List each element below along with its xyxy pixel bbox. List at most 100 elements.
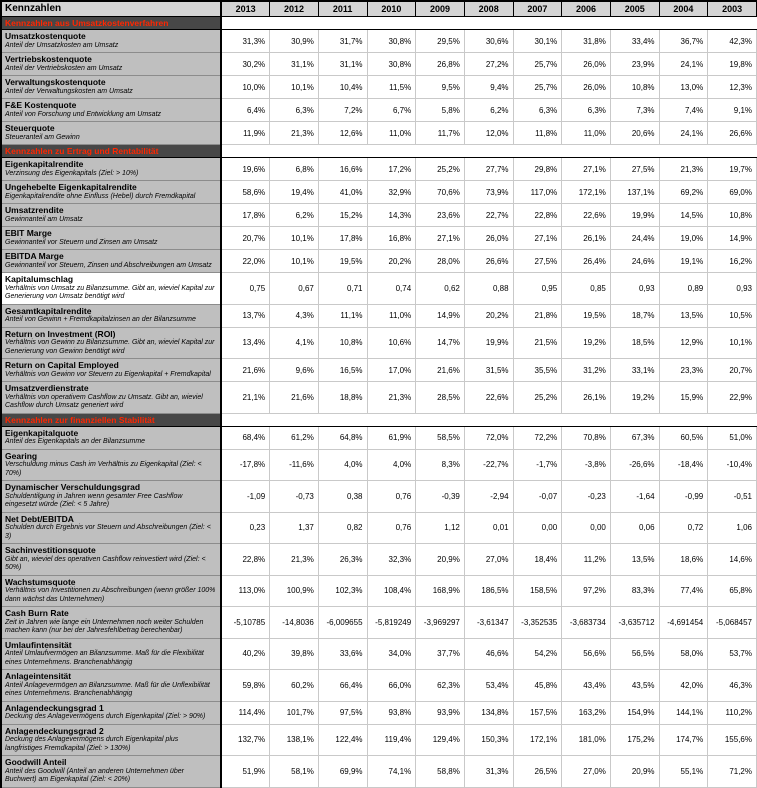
value-cell[interactable]: 74,1% [366, 755, 417, 788]
metric-name-cell[interactable]: Umsatzkostenquote Anteil der Umsatzkosten… [1, 29, 222, 53]
year-header-cell[interactable]: 2006 [561, 0, 611, 17]
value-cell[interactable]: 21,6% [220, 358, 271, 382]
metric-name-cell[interactable]: Wachstumsquote Verhältnis von Investition… [1, 575, 222, 607]
value-cell[interactable]: 119,4% [366, 723, 417, 756]
value-cell[interactable]: 36,7% [658, 29, 709, 53]
year-header-cell[interactable]: 2003 [707, 0, 757, 17]
value-cell[interactable]: 23,6% [415, 203, 465, 227]
value-cell[interactable]: 27,5% [609, 157, 660, 181]
value-cell[interactable]: 132,7% [220, 723, 271, 756]
value-cell[interactable]: -5,10785 [220, 606, 271, 639]
value-cell[interactable]: 11,8% [512, 121, 563, 145]
value-cell[interactable]: 174,7% [658, 723, 709, 756]
value-cell[interactable]: 4,3% [269, 303, 319, 328]
value-cell[interactable]: -0,99 [658, 480, 709, 513]
value-cell[interactable]: 7,4% [658, 98, 709, 122]
value-cell[interactable]: 25,2% [415, 157, 465, 181]
value-cell[interactable]: -5,068457 [707, 606, 757, 639]
value-cell[interactable]: 150,3% [463, 723, 514, 756]
value-cell[interactable]: 19,9% [463, 326, 514, 359]
value-cell[interactable]: 19,2% [561, 326, 611, 359]
value-cell[interactable]: -0,07 [512, 480, 563, 513]
value-cell[interactable]: 12,6% [317, 121, 368, 145]
value-cell[interactable]: 46,3% [707, 669, 757, 702]
value-cell[interactable]: 27,1% [561, 157, 611, 181]
value-cell[interactable]: 35,5% [512, 358, 563, 382]
value-cell[interactable]: 31,7% [317, 29, 368, 53]
metric-name-cell[interactable]: EBIT Marge Gewinnanteil vor Steuern und Z… [1, 226, 222, 250]
value-cell[interactable]: 67,3% [609, 425, 660, 450]
metric-name-cell[interactable]: Eigenkapitalquote Anteil des Eigenkapital… [1, 426, 222, 450]
value-cell[interactable]: 102,3% [317, 574, 368, 607]
value-cell[interactable]: 31,1% [317, 52, 368, 76]
value-cell[interactable]: 19,8% [707, 52, 757, 76]
value-cell[interactable]: 19,4% [269, 180, 319, 204]
value-cell[interactable]: 21,3% [366, 381, 417, 414]
metric-name-cell[interactable]: Anlagendeckungsgrad 2 Deckung des Anlagev… [1, 724, 222, 756]
value-cell[interactable]: 33,4% [609, 29, 660, 53]
value-cell[interactable]: 24,1% [658, 52, 709, 76]
value-cell[interactable]: 27,5% [512, 249, 563, 273]
value-cell[interactable]: 20,2% [463, 303, 514, 328]
value-cell[interactable]: 58,6% [220, 180, 271, 204]
value-cell[interactable]: 21,3% [269, 543, 319, 576]
value-cell[interactable]: 28,0% [415, 249, 465, 273]
value-cell[interactable]: 4,1% [269, 326, 319, 359]
value-cell[interactable]: 29,8% [512, 157, 563, 181]
metric-name-cell[interactable]: Gesamtkapitalrendite Anteil von Gewinn + … [1, 304, 222, 328]
value-cell[interactable]: 17,8% [220, 203, 271, 227]
value-cell[interactable]: 0,95 [512, 272, 563, 305]
value-cell[interactable]: 6,3% [269, 98, 319, 122]
value-cell[interactable]: 22,7% [463, 203, 514, 227]
value-cell[interactable]: 172,1% [512, 723, 563, 756]
value-cell[interactable]: 4,0% [317, 448, 368, 481]
value-cell[interactable]: 138,1% [269, 723, 319, 756]
value-cell[interactable]: -3,683734 [561, 606, 611, 639]
value-cell[interactable]: 31,3% [463, 755, 514, 788]
value-cell[interactable]: 12,9% [658, 326, 709, 359]
value-cell[interactable]: 31,2% [561, 358, 611, 382]
value-cell[interactable]: 158,5% [512, 574, 563, 607]
metric-name-cell[interactable]: Anlageintensität Anteil Anlagevermögen an… [1, 669, 222, 702]
metric-name-cell[interactable]: Goodwill Anteil Anteil des Goodwill (Ante… [1, 755, 222, 788]
value-cell[interactable]: 23,3% [658, 358, 709, 382]
value-cell[interactable]: 27,0% [561, 755, 611, 788]
value-cell[interactable]: 5,8% [415, 98, 465, 122]
value-cell[interactable]: 58,5% [415, 425, 465, 450]
value-cell[interactable]: 22,8% [512, 203, 563, 227]
value-cell[interactable]: 10,4% [317, 75, 368, 99]
metric-name-cell[interactable]: Steuerquote Steueranteil am Gewinn [1, 121, 222, 145]
value-cell[interactable]: 17,2% [366, 157, 417, 181]
value-cell[interactable]: 0,74 [366, 272, 417, 305]
value-cell[interactable]: 0,75 [220, 272, 271, 305]
value-cell[interactable]: 0,89 [658, 272, 709, 305]
value-cell[interactable]: 27,7% [463, 157, 514, 181]
value-cell[interactable]: 97,2% [561, 574, 611, 607]
value-cell[interactable]: 114,4% [220, 700, 271, 725]
value-cell[interactable]: 13,0% [658, 75, 709, 99]
value-cell[interactable]: 45,8% [512, 669, 563, 702]
value-cell[interactable]: 41,0% [317, 180, 368, 204]
value-cell[interactable]: 22,0% [220, 249, 271, 273]
value-cell[interactable]: 33,1% [609, 358, 660, 382]
value-cell[interactable]: 10,1% [269, 249, 319, 273]
value-cell[interactable]: 13,7% [220, 303, 271, 328]
value-cell[interactable]: 21,6% [415, 358, 465, 382]
value-cell[interactable]: -0,23 [561, 480, 611, 513]
value-cell[interactable]: 30,8% [366, 52, 417, 76]
value-cell[interactable]: 56,6% [561, 637, 611, 670]
value-cell[interactable]: 53,7% [707, 637, 757, 670]
value-cell[interactable]: 16,5% [317, 358, 368, 382]
value-cell[interactable]: 11,0% [366, 303, 417, 328]
value-cell[interactable]: 61,2% [269, 425, 319, 450]
metric-name-cell[interactable]: Return on Investment (ROI) Verhältnis von… [1, 327, 222, 359]
value-cell[interactable]: -3,61347 [463, 606, 514, 639]
value-cell[interactable]: 16,6% [317, 157, 368, 181]
value-cell[interactable]: 0,01 [463, 511, 514, 544]
value-cell[interactable]: 61,9% [366, 425, 417, 450]
value-cell[interactable]: 18,6% [658, 543, 709, 576]
value-cell[interactable]: 0,82 [317, 511, 368, 544]
value-cell[interactable]: 108,4% [366, 574, 417, 607]
value-cell[interactable]: -2,94 [463, 480, 514, 513]
value-cell[interactable]: 144,1% [658, 700, 709, 725]
